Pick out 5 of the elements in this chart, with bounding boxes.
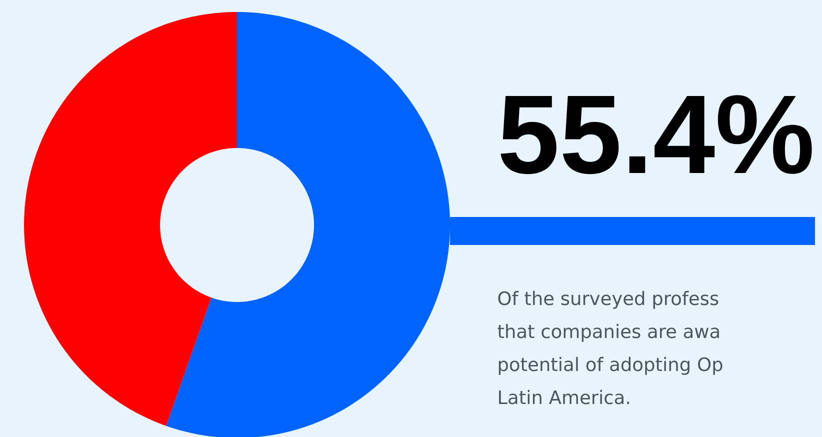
text: Latin America. <box>499 390 630 404</box>
text: 55.4% <box>500 95 812 174</box>
text: Of the surveyed profess <box>498 290 718 309</box>
text: that companies are awa <box>498 324 719 342</box>
text: potential of adopting Op <box>498 356 722 375</box>
